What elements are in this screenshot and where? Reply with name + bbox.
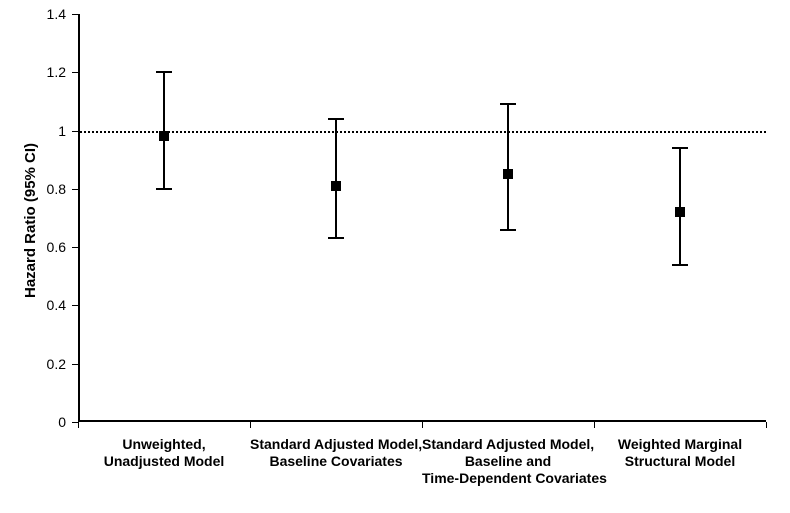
- point-marker: [503, 169, 513, 179]
- errorbar-line: [335, 119, 337, 238]
- x-category-label: Standard Adjusted Model, Baseline and Ti…: [422, 436, 594, 486]
- errorbar-line: [507, 104, 509, 229]
- x-tick: [250, 422, 251, 428]
- y-tick-label: 0: [0, 414, 66, 430]
- y-tick-label: 1: [0, 123, 66, 139]
- errorbar-cap-top: [328, 118, 344, 120]
- y-tick-label: 0.4: [0, 297, 66, 313]
- errorbar-cap-top: [672, 147, 688, 149]
- y-tick-label: 0.2: [0, 356, 66, 372]
- y-tick: [72, 305, 78, 306]
- y-tick-label: 0.8: [0, 181, 66, 197]
- y-tick: [72, 72, 78, 73]
- hazard-ratio-chart: Hazard Ratio (95% CI) 0 0.2 0.4 0.6 0.8 1 1.2 1…: [0, 0, 790, 513]
- errorbar-cap-top: [156, 71, 172, 73]
- errorbar-cap-bottom: [500, 229, 516, 231]
- point-marker: [675, 207, 685, 217]
- y-tick-label: 1.2: [0, 64, 66, 80]
- point-marker: [159, 131, 169, 141]
- plot-area: [78, 14, 766, 422]
- y-axis-title: Hazard Ratio (95% CI): [22, 143, 39, 298]
- errorbar-cap-bottom: [156, 188, 172, 190]
- x-tick: [78, 422, 79, 428]
- y-tick: [72, 189, 78, 190]
- y-tick: [72, 14, 78, 15]
- x-category-label: Weighted Marginal Structural Model: [594, 436, 766, 470]
- errorbar-cap-top: [500, 103, 516, 105]
- point-marker: [331, 181, 341, 191]
- errorbar-cap-bottom: [672, 264, 688, 266]
- x-tick: [766, 422, 767, 428]
- y-tick: [72, 364, 78, 365]
- y-tick-label: 0.6: [0, 239, 66, 255]
- y-tick-label: 1.4: [0, 6, 66, 22]
- x-tick: [594, 422, 595, 428]
- x-tick: [422, 422, 423, 428]
- x-category-label: Standard Adjusted Model, Baseline Covari…: [250, 436, 422, 470]
- x-category-label: Unweighted, Unadjusted Model: [78, 436, 250, 470]
- y-tick: [72, 247, 78, 248]
- y-tick: [72, 131, 78, 132]
- reference-line: [80, 131, 766, 133]
- errorbar-cap-bottom: [328, 237, 344, 239]
